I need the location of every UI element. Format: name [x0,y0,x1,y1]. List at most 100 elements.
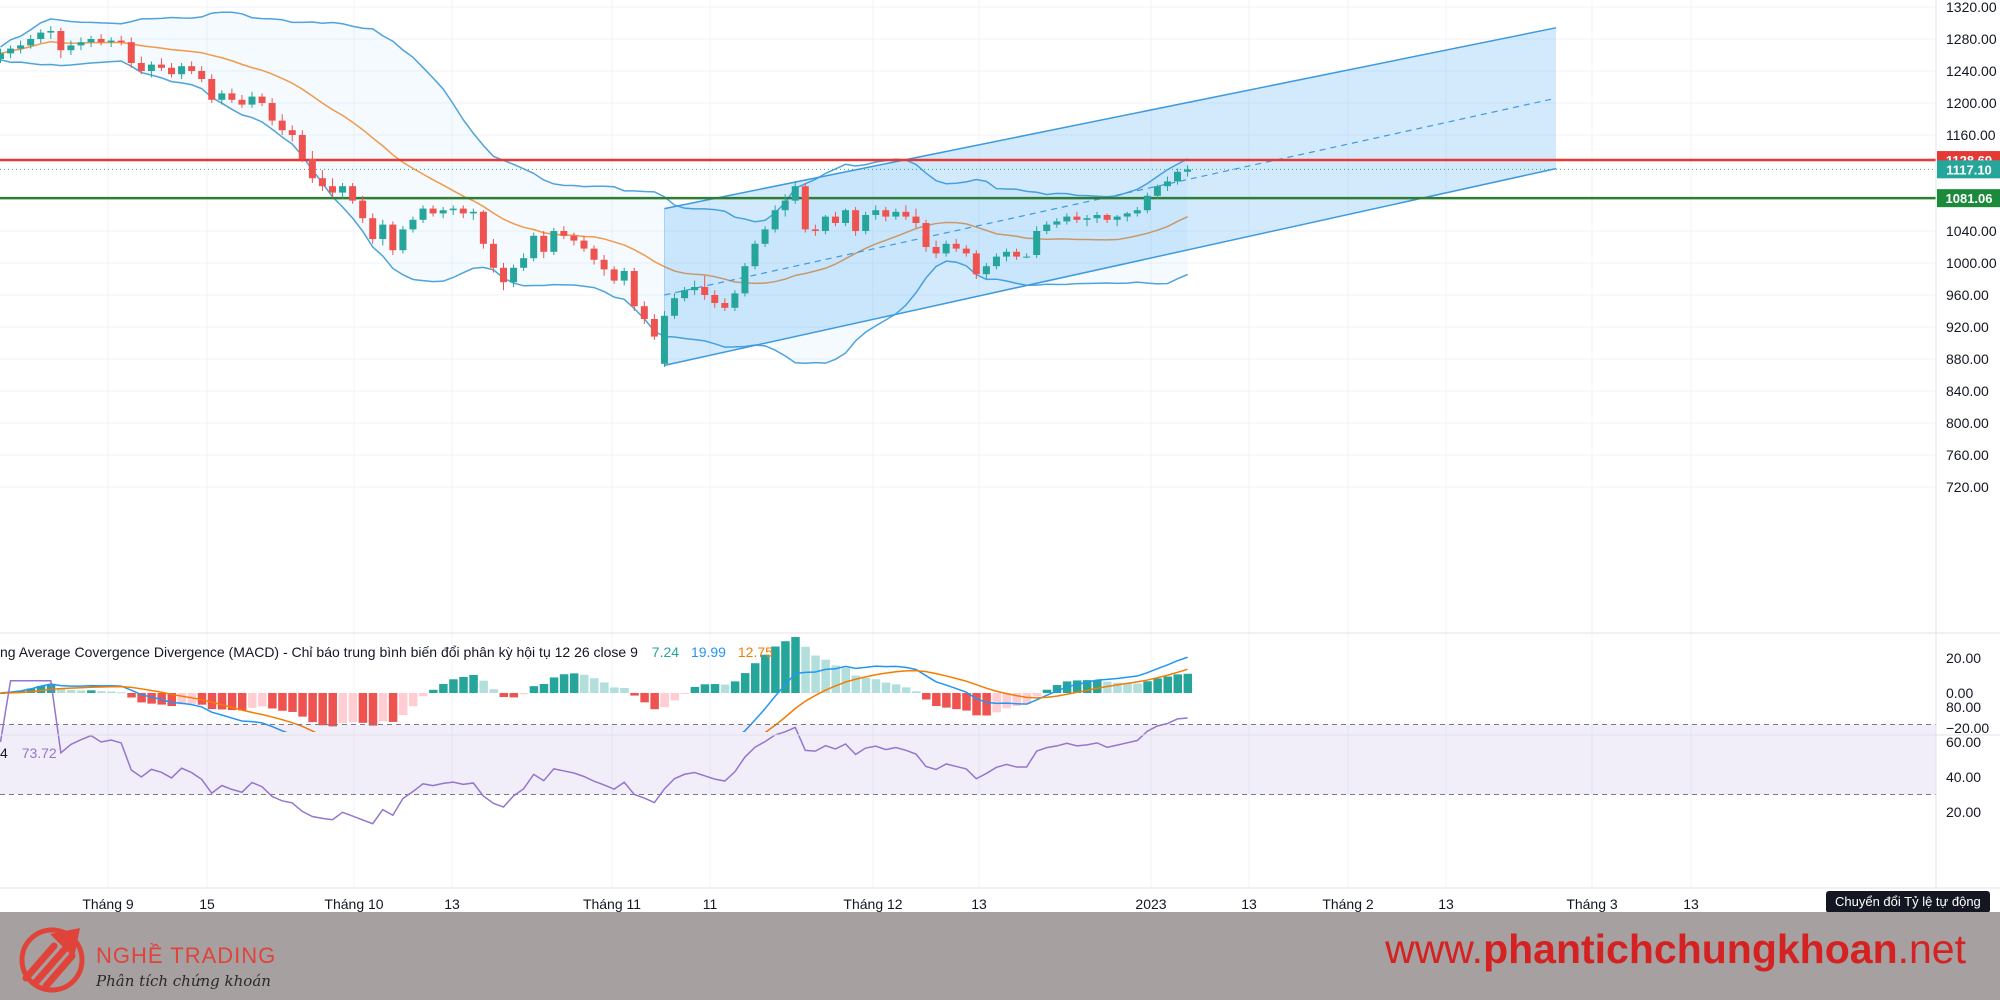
macd-histogram-bar [1163,676,1172,693]
candle [419,205,427,223]
candle [691,280,699,295]
macd-histogram-bar [248,693,257,708]
time-tick-label: Tháng 2 [1322,896,1374,912]
candle-body [258,96,266,103]
macd-histogram-bar [630,693,639,696]
macd-histogram-bar [137,693,146,703]
candle [298,130,306,163]
candle-body [610,269,618,281]
candle-body [339,186,347,193]
macd-tick-label: 20.00 [1946,650,1981,666]
candle-body [218,93,226,100]
candle-body [449,208,457,211]
time-tick-label: 2023 [1135,896,1166,912]
candle [681,287,689,302]
candle-body [7,48,15,54]
candle [238,95,246,108]
macd-histogram-bar [217,693,227,710]
candle [449,205,457,215]
candle [1123,211,1131,222]
candle-body [711,295,719,303]
candle [600,255,608,276]
macd-histogram-bar [690,686,700,693]
price-tick-label: 1240.00 [1946,63,1997,79]
candle-body [852,210,860,231]
candle-body [862,215,870,231]
candle-body [298,135,306,159]
candle-body [47,31,55,33]
candle [37,29,45,43]
candle [27,35,35,49]
rsi-band-fill [0,724,1936,795]
time-tick-label: 13 [1438,896,1454,912]
channel-upper-line [664,27,1557,210]
candle-body [399,229,407,251]
candle-body [157,64,165,68]
candle-body [288,130,296,135]
macd-histogram-bar [680,693,690,694]
candle-body [701,287,709,295]
candle-body [67,45,75,51]
macd-histogram-bar [378,693,388,722]
website-link[interactable]: www.phantichchungkhoan.net [1385,926,1966,973]
candle-body [1163,181,1171,187]
candle [590,245,598,265]
macd-histogram-bar [529,686,539,693]
macd-histogram-bar [268,693,277,709]
time-tick-label: 15 [199,896,215,912]
candle-body [27,39,35,46]
candle-body [77,42,85,46]
candle-body [791,186,799,201]
macd-histogram-bar [177,693,187,705]
macd-histogram-bar [117,692,126,694]
macd-histogram-bar [1022,693,1032,704]
macd-histogram-bar [479,680,488,693]
candle [268,98,276,126]
macd-histogram-bar [911,691,921,693]
macd-histogram-bar [358,693,368,723]
candle [972,250,980,279]
candle [409,216,417,233]
candle-body [630,271,638,307]
candle-body [1033,231,1041,255]
macd-histogram-bar [952,693,961,710]
candle [147,61,155,78]
macd-histogram-bar [700,684,710,693]
macd-histogram-bar [962,693,971,711]
candle-body [479,211,487,244]
candle-body [600,259,608,270]
candle-body [57,31,65,51]
candle [1093,211,1101,223]
candle [570,232,578,246]
chart-canvas[interactable]: 1320.001280.001240.001200.001160.001040.… [0,0,2000,912]
candle [1003,248,1010,262]
candle [650,314,658,340]
macd-signal-line [0,668,1188,732]
rsi-pane [0,680,1936,825]
macd-histogram-bar [650,693,659,710]
candle [721,298,729,311]
website-suffix: .net [1897,926,1966,972]
price-tick-label: 1040.00 [1946,223,1997,239]
candle-body [872,210,880,215]
macd-histogram-bar [881,682,891,693]
candle [97,34,105,46]
brand-name: NGHỀ TRADING [96,943,277,968]
candle-body [1023,256,1031,258]
candle-body [801,186,809,230]
macd-histogram-bar [1153,678,1162,693]
candle-body [560,231,568,236]
candle [288,125,296,142]
candle-body [198,71,206,79]
candle-body [359,200,367,219]
candle [157,58,165,71]
candle-body [731,293,739,308]
macd-histogram-bar [1173,674,1183,693]
candle [842,208,850,227]
candle [751,240,759,270]
macd-histogram-bar [258,693,267,707]
auto-scale-button[interactable]: Chuyển đổi Tỷ lệ tự động [1826,891,1990,913]
price-tick-label: 1200.00 [1946,95,1997,111]
candle-body [1013,251,1021,257]
macd-histogram-bar [942,693,951,708]
